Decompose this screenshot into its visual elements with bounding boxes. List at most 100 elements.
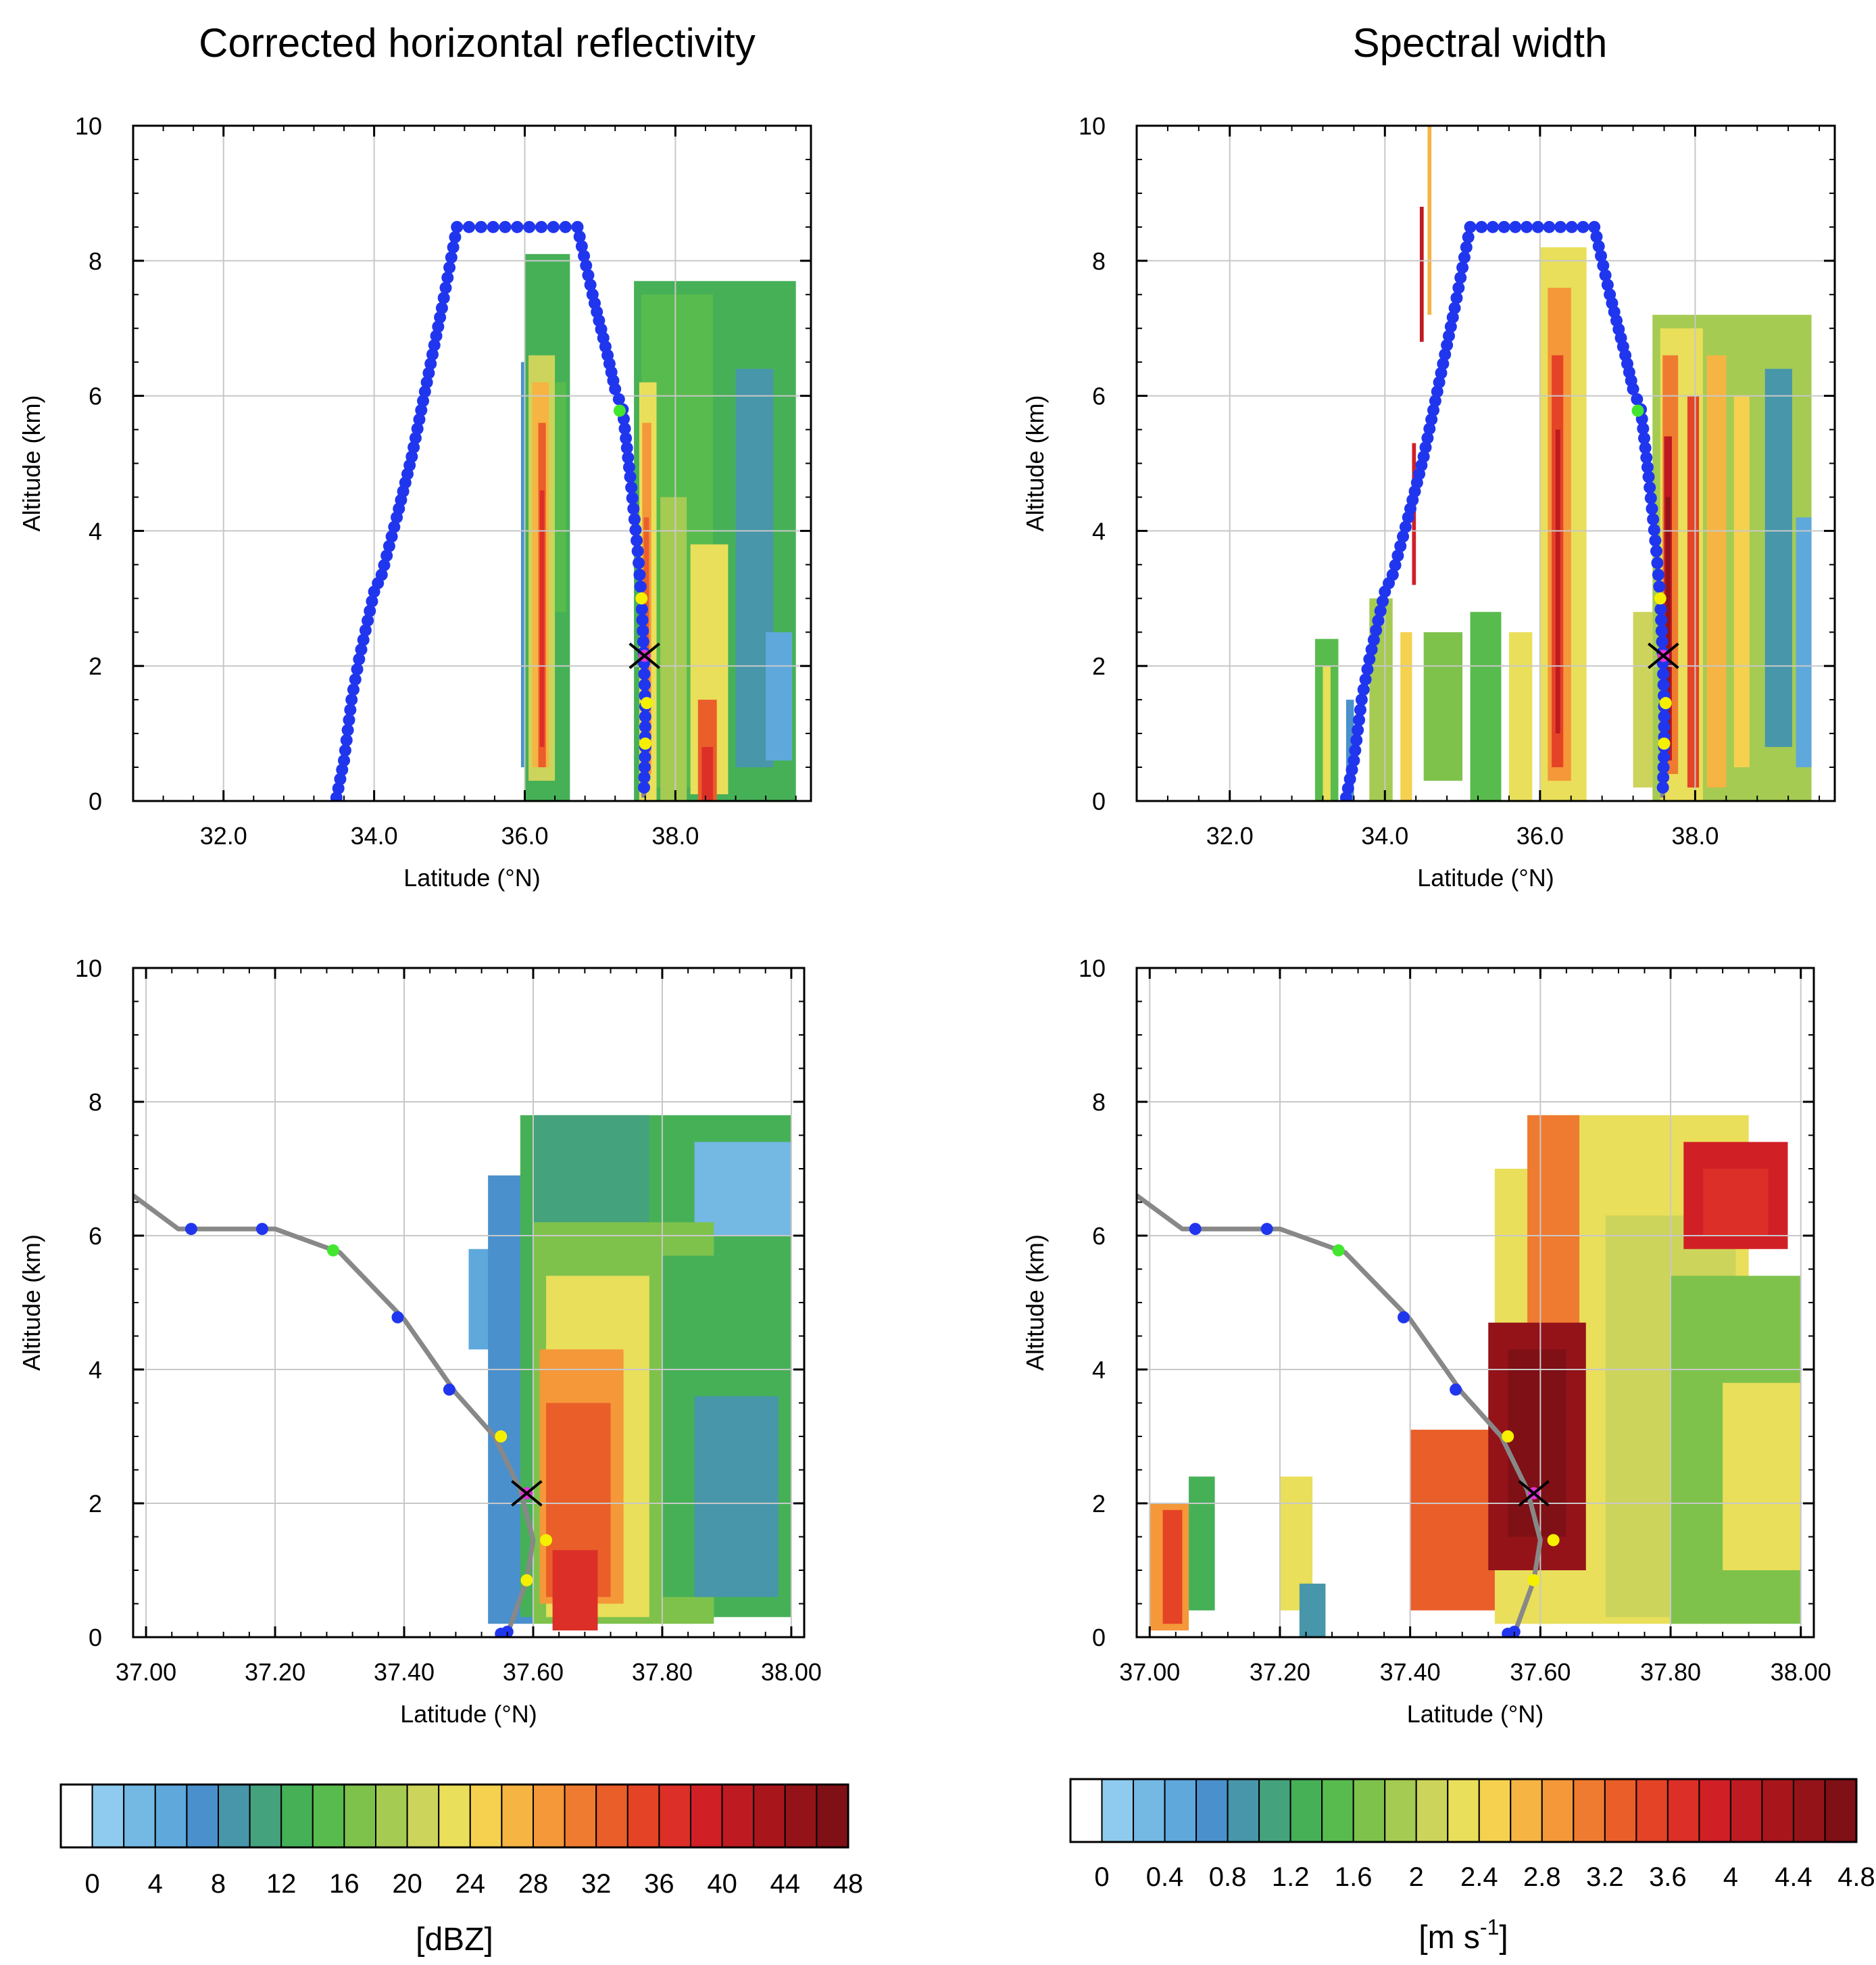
- x-tick-label: 37.20: [245, 1658, 305, 1686]
- field-cell: [1423, 632, 1463, 781]
- track-point-blue: [1647, 513, 1660, 526]
- colorbar-tick-label: 32: [581, 1869, 612, 1899]
- colorbar-swatch: [816, 1784, 849, 1848]
- flight-track-line: [133, 1193, 536, 1635]
- track-point-blue: [1627, 383, 1639, 395]
- colorbar-swatch: [1541, 1778, 1575, 1843]
- track-point-green: [613, 404, 626, 417]
- x-tick-label: 32.0: [200, 822, 247, 850]
- track-point-blue: [1464, 220, 1477, 233]
- colorbar-swatch: [1761, 1778, 1794, 1843]
- field-cell: [1723, 1382, 1801, 1570]
- track-point-blue: [638, 771, 651, 784]
- track-point-blue: [334, 773, 347, 785]
- field-cell: [1706, 355, 1727, 788]
- x-tick-label: 38.0: [651, 822, 699, 850]
- track-point-blue: [1421, 432, 1434, 445]
- track-point-blue: [1657, 761, 1670, 774]
- track-point-blue: [1354, 704, 1366, 717]
- colorbar-tick-label: 24: [455, 1869, 486, 1899]
- track-point-blue: [1658, 721, 1671, 733]
- colorbar-tick-label: 4.4: [1775, 1862, 1812, 1892]
- track-point-blue: [633, 568, 646, 581]
- track-point-yellow: [520, 1574, 533, 1586]
- y-tick-label: 4: [1092, 1356, 1106, 1384]
- track-point-blue: [1475, 220, 1488, 233]
- colorbar-swatch: [1635, 1778, 1669, 1843]
- colorbar-tick-label: 2: [1409, 1862, 1424, 1892]
- colorbar-frame: [59, 1783, 849, 1849]
- track-point-blue: [1599, 269, 1612, 282]
- axes: 37.00 37.20 37.40 37.60 37.80 38.00 0 2 4 6 8 10 Lat…: [18, 954, 822, 1728]
- field-cell: [1508, 632, 1533, 801]
- track-point-blue: [388, 520, 401, 533]
- track-point-blue: [1656, 781, 1669, 794]
- y-tick-label: 6: [89, 383, 102, 410]
- track-point-blue: [1427, 404, 1440, 416]
- panel-top-left: 32.0 34.0 36.0 38.0 0 2 4 6 8 10 Latitude (°N) Alti…: [18, 112, 812, 892]
- field-cell: [1162, 1509, 1183, 1624]
- track-point-blue: [629, 523, 642, 536]
- track-point-blue: [1399, 520, 1412, 533]
- colorbar-swatch: [1101, 1778, 1135, 1843]
- x-axis-label: Latitude (°N): [1407, 1700, 1544, 1728]
- x-tick-label: 34.0: [351, 822, 398, 850]
- x-tick-label: 36.0: [1516, 822, 1564, 850]
- track-point-blue: [620, 432, 633, 445]
- track-point-blue: [408, 441, 420, 454]
- track-point-blue: [391, 1311, 404, 1324]
- track-point-blue: [638, 679, 651, 692]
- colorbar-unit: [dBZ]: [416, 1922, 493, 1958]
- flight-track: [133, 1193, 553, 1637]
- track-point-blue: [1456, 261, 1469, 274]
- colorbar-swatch: [690, 1784, 723, 1848]
- track-point-blue: [1363, 653, 1376, 666]
- track-point-blue: [1644, 491, 1657, 504]
- colorbar-tick-label: 0.8: [1209, 1862, 1247, 1892]
- track-point-blue: [626, 491, 639, 504]
- track-point-blue: [434, 311, 447, 324]
- track-point-blue: [1391, 550, 1404, 562]
- y-tick-label: 2: [89, 652, 102, 680]
- y-tick-label: 0: [1092, 1624, 1106, 1651]
- data-field: [1150, 1115, 1801, 1637]
- colorbar-tick-label: 4: [148, 1869, 163, 1899]
- track-point-blue: [420, 376, 433, 389]
- track-point-blue: [382, 539, 395, 552]
- colorbar-swatch: [1258, 1778, 1291, 1843]
- track-point-blue: [338, 754, 351, 767]
- colorbar-swatch: [406, 1784, 440, 1848]
- colorbar-swatch: [438, 1784, 471, 1848]
- colorbar-tick-label: 2.4: [1460, 1862, 1498, 1892]
- track-point-blue: [1367, 633, 1380, 646]
- colorbar-tick-label: 40: [707, 1869, 737, 1899]
- track-point-blue: [1444, 320, 1457, 333]
- track-point-blue: [501, 1626, 514, 1637]
- track-point-blue: [547, 220, 560, 233]
- title-reflectivity: Corrected horizontal reflectivity: [199, 20, 756, 66]
- track-point-blue: [1357, 683, 1370, 696]
- y-tick-label: 10: [75, 112, 102, 140]
- track-point-blue: [1657, 771, 1670, 784]
- track-point-blue: [535, 220, 548, 233]
- field-cell: [520, 362, 525, 768]
- field-cell: [660, 497, 687, 801]
- x-tick-label: 37.40: [1380, 1658, 1441, 1686]
- colorbar-tick-label: 48: [833, 1869, 864, 1899]
- y-tick-label: 6: [1092, 1222, 1106, 1250]
- track-point-blue: [1508, 1626, 1521, 1637]
- y-tick-label: 8: [89, 1088, 102, 1116]
- track-point-blue: [413, 413, 426, 426]
- track-point-blue: [409, 432, 422, 445]
- y-axis-label: Altitude (km): [18, 395, 45, 531]
- field-cell: [1764, 368, 1792, 748]
- track-point-blue: [1423, 422, 1436, 435]
- track-point-blue: [445, 251, 458, 264]
- track-point-blue: [1349, 744, 1362, 757]
- colorbar-swatch: [280, 1784, 314, 1848]
- track-point-blue: [343, 714, 355, 727]
- colorbar-swatch: [1824, 1778, 1857, 1843]
- track-point-blue: [364, 604, 376, 617]
- y-tick-label: 4: [1092, 517, 1106, 545]
- track-point-blue: [1454, 271, 1467, 284]
